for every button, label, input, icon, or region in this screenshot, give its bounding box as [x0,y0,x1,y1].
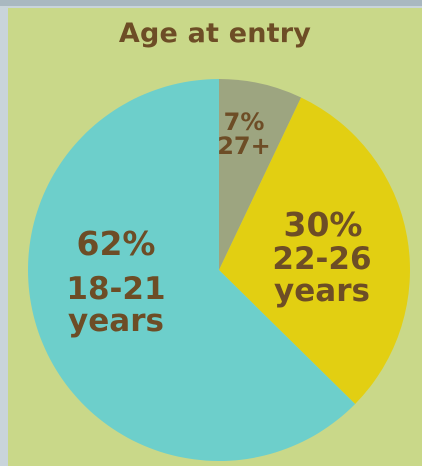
slice-27plus [219,78,302,270]
pie-slices [27,78,410,461]
top-border [0,0,422,6]
slice-18-21 [27,79,356,461]
label-27plus-range: 27+ [217,132,271,160]
label-22-26-years: years [274,273,370,309]
label-22-26-percent: 30% [284,205,363,244]
chart-title: Age at entry [118,18,312,49]
label-18-21-years: years [68,303,164,339]
label-22-26-range: 22-26 [272,241,371,277]
slice-22-26 [219,97,410,404]
label-18-21-range: 18-21 [66,271,165,307]
label-18-21-percent: 62% [77,224,156,263]
label-27plus-percent: 7% [224,108,265,136]
